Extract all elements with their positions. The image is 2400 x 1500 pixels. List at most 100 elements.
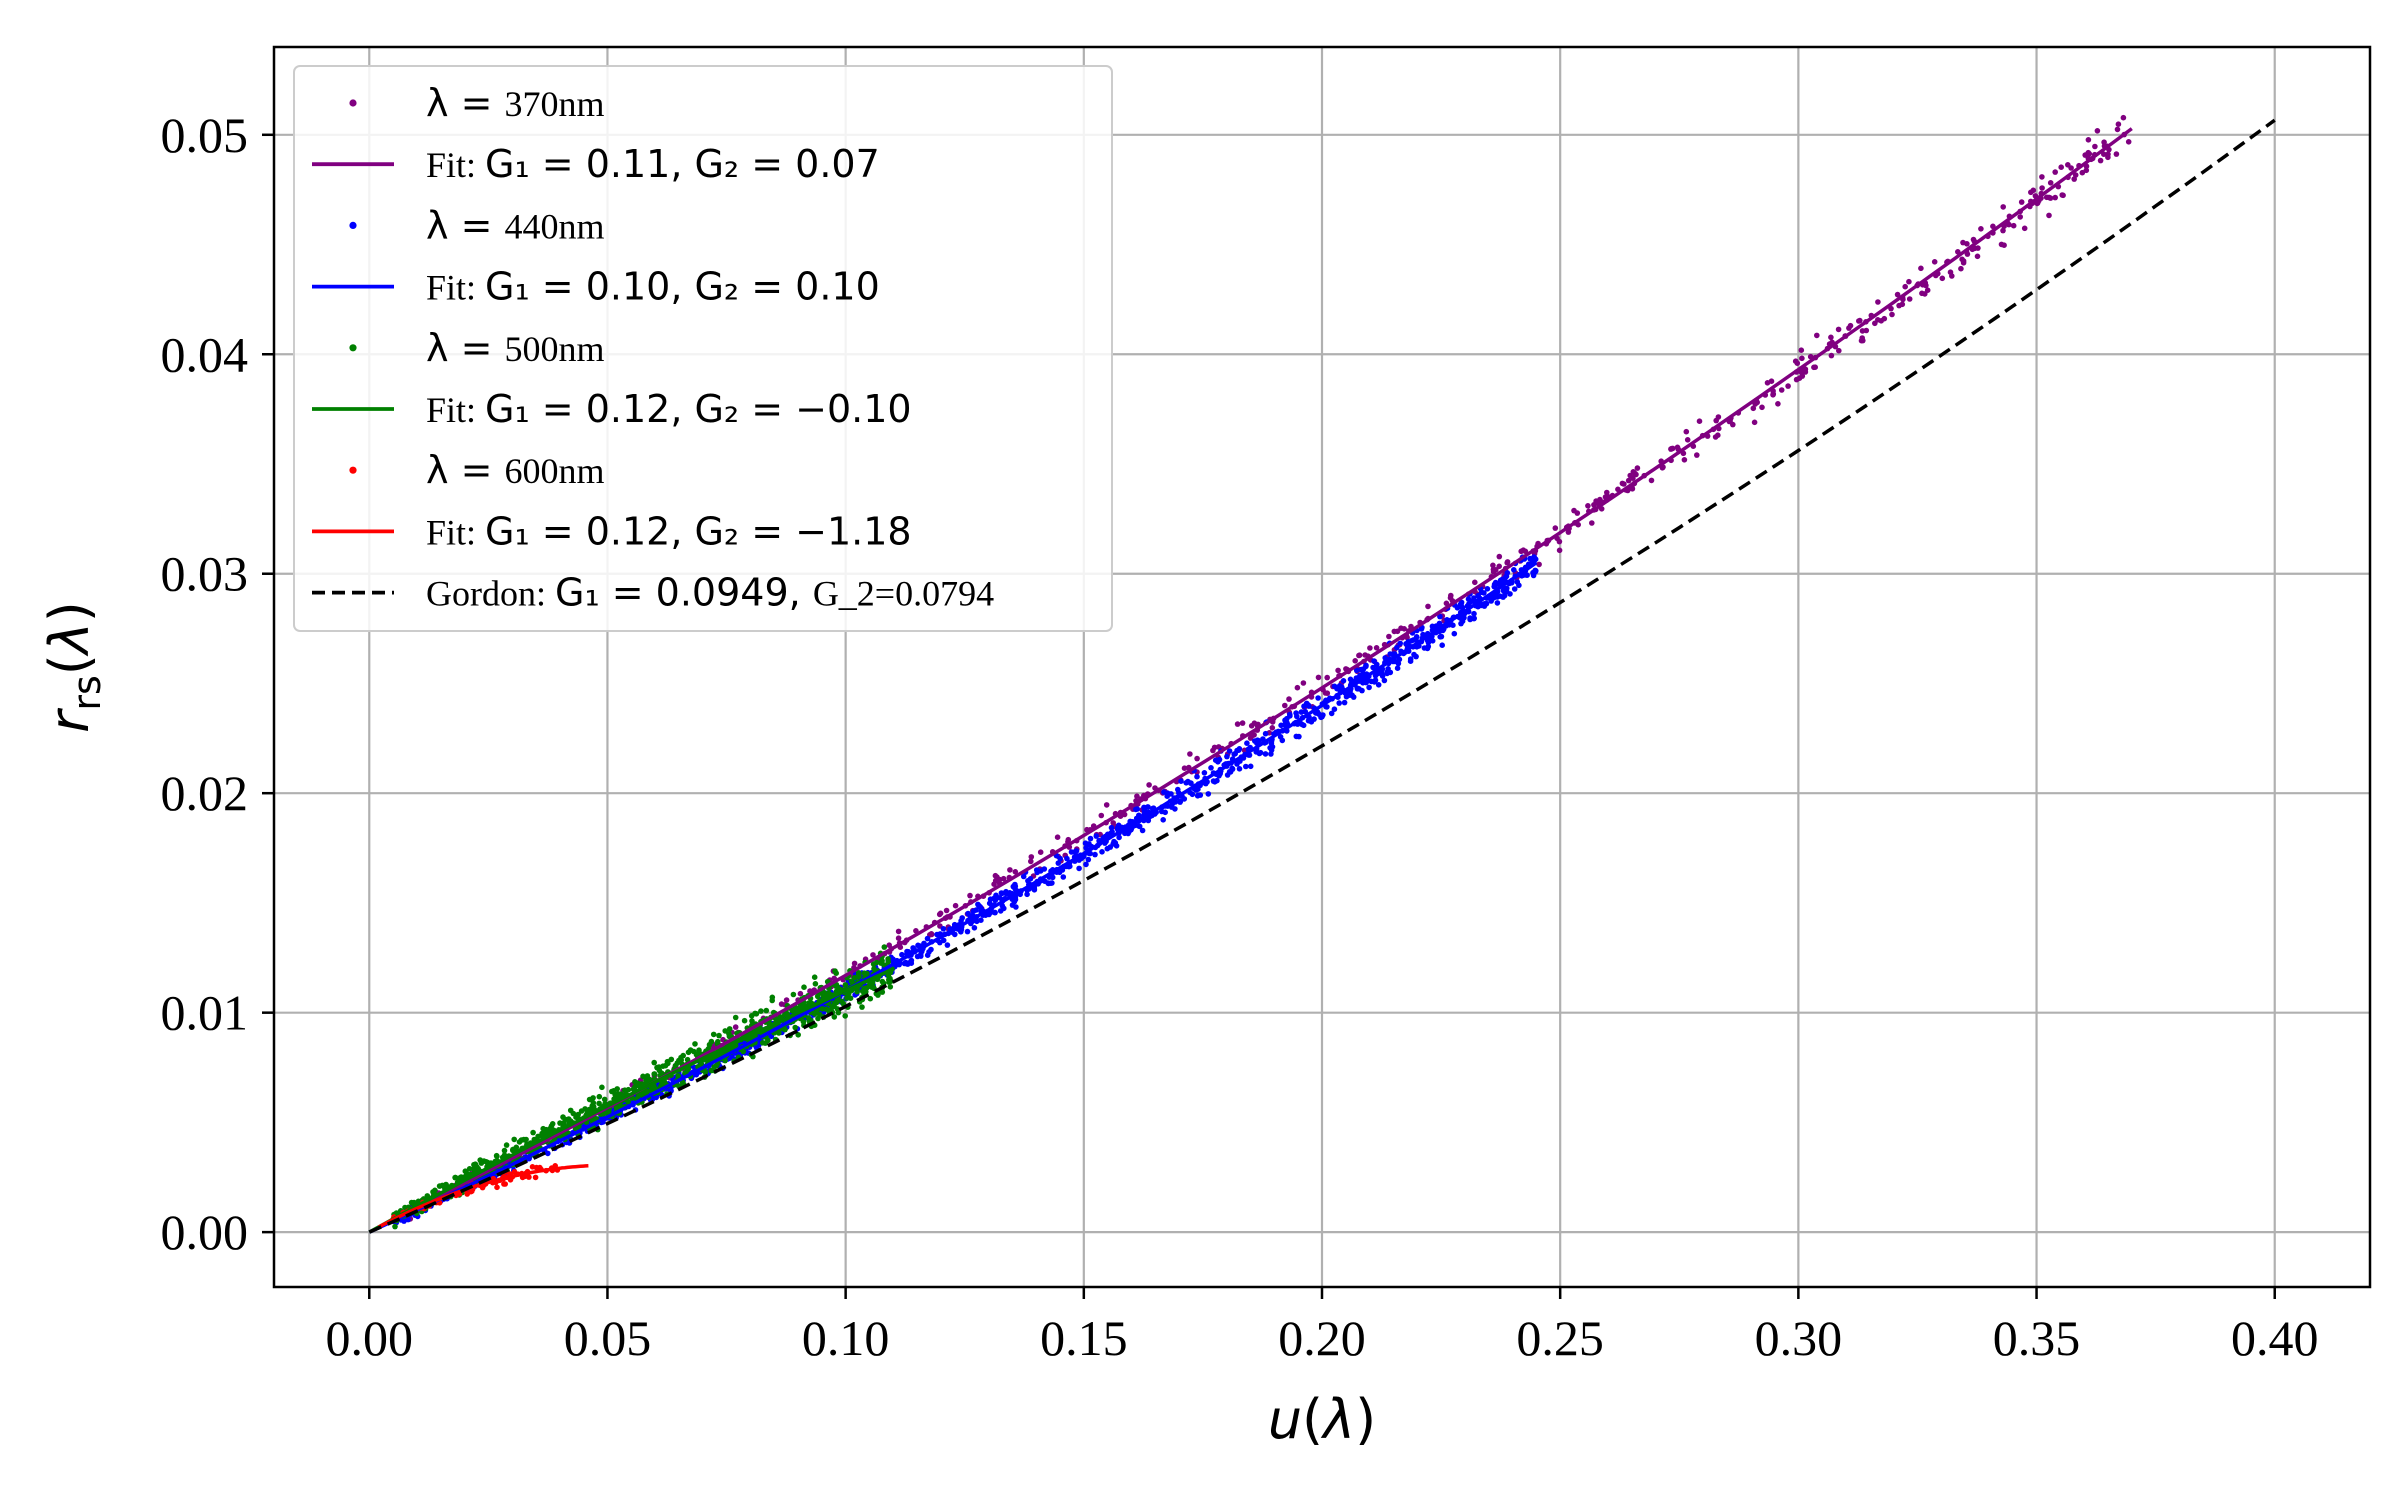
- data-point: [1964, 241, 1970, 247]
- data-point: [835, 984, 841, 991]
- data-point: [1305, 702, 1312, 708]
- data-point: [2052, 169, 2058, 175]
- data-point: [1098, 812, 1105, 819]
- data-point: [1336, 700, 1342, 706]
- y-tick-label: 0.02: [161, 765, 249, 821]
- data-point: [1371, 679, 1378, 685]
- data-point: [1437, 613, 1443, 620]
- data-point: [1391, 628, 1398, 635]
- data-point: [708, 1067, 714, 1074]
- y-tick-label: 0.01: [161, 985, 249, 1041]
- data-point: [1998, 241, 2005, 248]
- data-point: [888, 978, 894, 984]
- data-point: [1099, 849, 1105, 855]
- data-point: [651, 1071, 657, 1077]
- data-point: [870, 952, 876, 958]
- data-point: [535, 1133, 541, 1140]
- data-point: [1715, 432, 1721, 439]
- data-point: [1247, 763, 1254, 770]
- data-point: [879, 978, 886, 985]
- data-point: [1792, 358, 1799, 365]
- data-point: [1020, 873, 1027, 880]
- data-point: [1511, 586, 1518, 592]
- data-point: [1298, 709, 1305, 715]
- data-point: [914, 953, 921, 960]
- data-point: [1210, 747, 1216, 754]
- data-point: [471, 1161, 477, 1168]
- data-point: [851, 974, 858, 981]
- data-point: [1134, 793, 1140, 799]
- data-point: [1451, 630, 1458, 637]
- data-point: [1798, 347, 1805, 354]
- data-point: [1256, 750, 1263, 757]
- data-point: [1496, 563, 1502, 570]
- x-tick-label: 0.10: [802, 1310, 890, 1366]
- data-point: [1918, 265, 1924, 272]
- data-point: [819, 1006, 826, 1012]
- data-point: [1028, 854, 1035, 860]
- data-point: [2034, 200, 2040, 207]
- data-point: [1759, 404, 1765, 411]
- data-point: [1145, 817, 1152, 824]
- data-point: [672, 1062, 679, 1069]
- data-point: [895, 935, 902, 941]
- data-point: [1331, 706, 1338, 712]
- data-point: [1814, 332, 1820, 339]
- data-point: [776, 1030, 782, 1036]
- data-point: [1919, 290, 1925, 297]
- data-point: [1947, 269, 1954, 276]
- data-point: [532, 1174, 539, 1181]
- data-point: [844, 995, 850, 1001]
- data-point: [2010, 222, 2017, 229]
- data-point: [651, 1059, 657, 1066]
- data-point: [1438, 633, 1445, 640]
- data-point: [1684, 437, 1691, 443]
- data-point: [1931, 259, 1938, 265]
- data-point: [687, 1047, 694, 1053]
- data-point: [763, 1007, 770, 1014]
- data-point: [501, 1147, 508, 1154]
- data-point: [1615, 486, 1621, 493]
- legend-label: Gordon: G₁ = 0.0949, G_2=0.0794: [426, 571, 994, 615]
- legend-label: Fit: G₁ = 0.12, G₂ = −1.18: [426, 509, 912, 553]
- data-point: [908, 957, 915, 964]
- data-point: [1028, 858, 1034, 865]
- data-point: [814, 993, 821, 1000]
- data-point: [578, 1108, 585, 1114]
- data-point: [991, 881, 997, 887]
- data-point: [1093, 833, 1100, 839]
- legend-marker: [349, 466, 357, 474]
- data-point: [904, 948, 910, 955]
- data-point: [612, 1091, 618, 1098]
- data-point: [1471, 615, 1477, 622]
- data-point: [1531, 554, 1537, 560]
- data-point: [944, 942, 951, 948]
- data-point: [867, 995, 874, 1002]
- data-point: [1394, 665, 1401, 671]
- data-point: [1012, 869, 1019, 875]
- data-point: [1108, 824, 1115, 831]
- data-point: [2046, 212, 2052, 219]
- data-point: [1496, 553, 1503, 560]
- data-point: [1007, 867, 1013, 873]
- data-point: [1751, 419, 1758, 426]
- data-point: [2000, 227, 2006, 234]
- data-point: [502, 1181, 509, 1187]
- gordon-line: [368, 118, 2276, 1234]
- data-point: [879, 958, 885, 964]
- data-point: [1439, 642, 1445, 648]
- data-point: [1343, 693, 1350, 700]
- data-point: [1141, 807, 1148, 814]
- data-point: [1504, 585, 1510, 592]
- data-point: [493, 1152, 500, 1159]
- data-point: [2085, 137, 2092, 143]
- data-point: [1175, 786, 1181, 793]
- data-point: [1503, 574, 1509, 580]
- legend-label: λ = 440nm: [426, 203, 605, 247]
- data-point: [1057, 855, 1063, 862]
- data-point: [1835, 326, 1842, 333]
- legend-label: Fit: G₁ = 0.11, G₂ = 0.07: [426, 142, 880, 186]
- data-point: [1024, 891, 1030, 898]
- data-point: [1085, 856, 1092, 863]
- legend-marker: [349, 344, 357, 352]
